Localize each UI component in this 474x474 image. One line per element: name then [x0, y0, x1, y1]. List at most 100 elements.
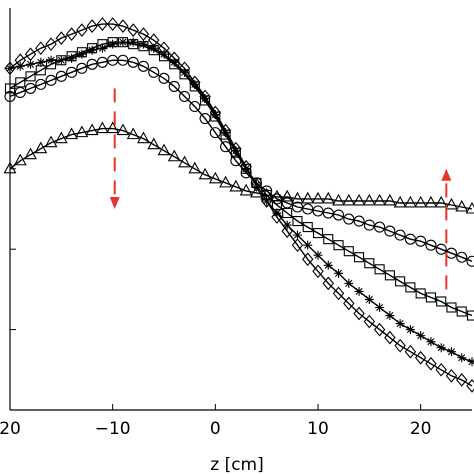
- series-line: [9, 23, 473, 387]
- diamond-marker: [414, 350, 427, 365]
- circle-marker: [86, 58, 98, 70]
- circle-marker: [117, 54, 129, 66]
- square-marker: [405, 282, 416, 293]
- square-marker: [138, 41, 149, 52]
- star-marker: [251, 180, 261, 190]
- triangle-marker: [229, 179, 243, 192]
- diamond-marker: [106, 17, 119, 31]
- square-marker: [107, 37, 118, 48]
- triangle-marker: [249, 185, 263, 198]
- star-marker: [221, 128, 231, 138]
- star-marker: [395, 319, 405, 329]
- x-tick-label: 0: [210, 419, 221, 439]
- square-marker: [384, 270, 395, 281]
- x-tick-label: −10: [95, 419, 131, 439]
- star-marker: [467, 357, 474, 367]
- circle-marker: [168, 80, 180, 92]
- diamond-marker: [343, 296, 355, 311]
- triangle-marker: [44, 135, 58, 148]
- diamond-marker: [65, 27, 78, 41]
- triangle-marker: [434, 195, 448, 208]
- arrow-down: [109, 88, 120, 209]
- triangle-marker: [13, 153, 27, 166]
- square-marker: [333, 240, 344, 251]
- triangle-marker: [208, 171, 222, 184]
- star-marker: [272, 208, 282, 218]
- diamond-marker: [322, 276, 334, 291]
- diamond-marker: [384, 330, 396, 345]
- star-marker: [36, 57, 46, 67]
- triangle-marker: [147, 137, 161, 150]
- diamond-marker: [332, 286, 345, 301]
- triangle-marker: [342, 193, 356, 206]
- circle-marker: [96, 56, 108, 68]
- x-tick-label: 10: [307, 419, 329, 439]
- star-marker: [303, 240, 313, 250]
- square-marker: [76, 47, 87, 58]
- square-marker: [446, 302, 457, 313]
- arrow-up: [441, 168, 452, 290]
- circle-marker: [137, 60, 150, 72]
- triangle-marker: [157, 143, 171, 156]
- triangle-marker: [445, 197, 458, 210]
- circle-marker: [240, 167, 252, 179]
- star-marker: [405, 325, 415, 335]
- diamond-marker: [466, 379, 474, 393]
- triangle-marker: [95, 121, 109, 134]
- diamond-marker: [445, 368, 458, 383]
- diamond-marker: [96, 17, 109, 31]
- star-marker: [426, 337, 436, 347]
- circle-marker: [425, 239, 437, 251]
- square-marker: [436, 296, 447, 307]
- circle-marker: [230, 155, 242, 167]
- circle-marker: [353, 215, 365, 227]
- star-marker: [87, 45, 97, 55]
- square-marker: [66, 51, 77, 62]
- diamond-marker: [76, 23, 88, 37]
- diamond-marker: [425, 356, 437, 371]
- x-tick-label: 20: [0, 419, 21, 439]
- circle-marker: [24, 82, 37, 94]
- star-marker: [385, 311, 395, 321]
- circle-marker: [199, 113, 211, 125]
- triangle-marker: [291, 191, 304, 204]
- diamond-marker: [127, 23, 139, 37]
- diamond-marker: [35, 41, 47, 56]
- triangle-marker: [198, 167, 212, 180]
- circle-marker: [45, 74, 57, 86]
- square-marker: [148, 45, 159, 56]
- triangle-marker: [301, 191, 315, 204]
- triangle-marker: [455, 199, 469, 212]
- circle-marker: [261, 185, 273, 197]
- star-marker: [323, 260, 333, 270]
- circle-marker: [148, 66, 160, 78]
- square-marker: [35, 65, 46, 76]
- diamond-marker: [394, 338, 406, 353]
- circle-marker: [178, 90, 191, 102]
- square-marker: [56, 55, 67, 66]
- star-marker: [128, 37, 138, 47]
- circle-marker: [466, 255, 474, 267]
- circle-marker: [456, 251, 468, 263]
- star-marker: [262, 196, 272, 206]
- diamond-marker: [117, 19, 129, 33]
- square-marker: [395, 276, 406, 287]
- triangle-marker: [352, 193, 366, 206]
- diamond-marker: [291, 238, 304, 253]
- circle-marker: [209, 127, 221, 139]
- triangle-marker: [311, 191, 325, 204]
- diamond-marker: [45, 37, 57, 52]
- star-marker: [436, 343, 446, 353]
- triangle-marker: [24, 147, 37, 160]
- square-marker: [425, 292, 436, 303]
- series-line: [9, 127, 473, 210]
- diamond-marker: [353, 306, 365, 321]
- star-marker: [159, 49, 169, 59]
- triangle-marker: [465, 201, 474, 214]
- circle-marker: [435, 243, 447, 255]
- circle-marker: [343, 213, 355, 225]
- triangle-marker: [116, 123, 130, 136]
- triangle-marker: [424, 195, 438, 208]
